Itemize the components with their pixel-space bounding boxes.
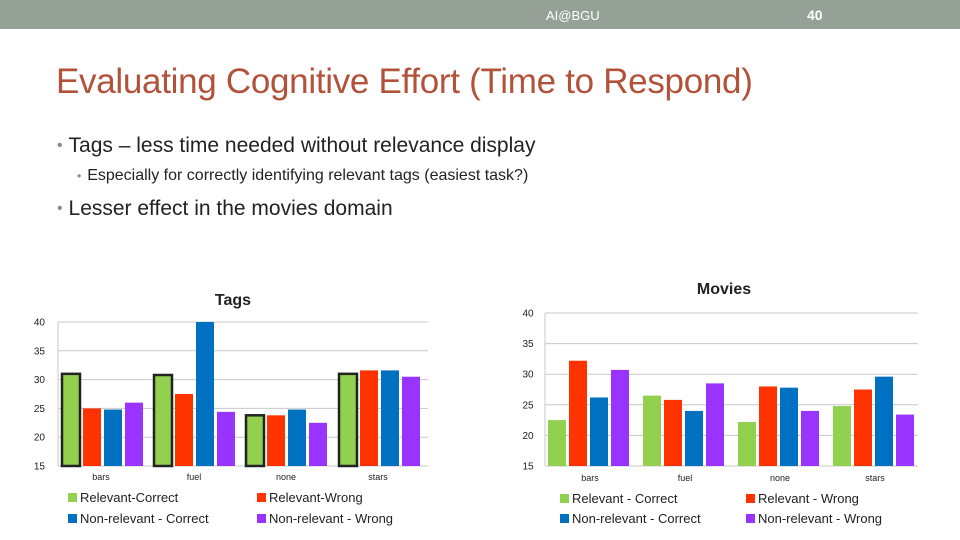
tags-category-label: bars	[92, 472, 110, 482]
tags-bar-stars-s3	[402, 376, 420, 466]
movies-bar-none-s2	[780, 387, 798, 466]
tags-legend-swatch	[68, 493, 77, 502]
tags-category-label: fuel	[187, 472, 202, 482]
movies-y-tick-label: 15	[522, 462, 534, 473]
movies-bar-none-s3	[801, 410, 819, 466]
tags-bar-bars-s2	[104, 409, 122, 466]
tags-bar-stars-s2	[381, 370, 399, 466]
movies-bar-bars-s1	[569, 360, 587, 466]
movies-bar-bars-s2	[590, 397, 608, 466]
tags-bar-stars-s0	[337, 372, 359, 468]
tags-bar-bars-s1	[83, 408, 101, 466]
tags-legend-label: Relevant-Correct	[80, 490, 179, 505]
movies-legend-swatch	[560, 494, 569, 503]
movies-y-tick-label: 40	[522, 309, 534, 320]
tags-bar-none-s0	[244, 414, 266, 468]
bullet-3-text: Lesser effect in the movies domain	[68, 197, 393, 220]
tags-chart-title: Tags	[215, 292, 251, 309]
movies-bar-bars-s0	[548, 420, 566, 466]
tags-legend-swatch	[257, 493, 266, 502]
tags-bar-bars-s0	[60, 372, 82, 468]
movies-category-label: none	[770, 473, 790, 483]
slide-title: Evaluating Cognitive Effort (Time to Res…	[56, 62, 753, 101]
tags-y-tick-label: 20	[34, 433, 46, 444]
movies-legend-label: Non-relevant - Wrong	[758, 511, 882, 526]
tags-legend-swatch	[257, 514, 266, 523]
tags-bar-stars-s1	[360, 370, 378, 466]
movies-bar-stars-s3	[896, 414, 914, 466]
tags-bar-fuel-s0	[152, 373, 174, 468]
movies-legend-label: Non-relevant - Correct	[572, 511, 701, 526]
header-bar: AI@BGU 40	[0, 0, 960, 29]
movies-bar-fuel-s0	[643, 395, 661, 466]
movies-bar-fuel-s3	[706, 383, 724, 466]
bullet-dot-icon: •	[57, 137, 63, 155]
bullet-1: • Tags – less time needed without relevan…	[57, 134, 535, 158]
tags-category-label: none	[276, 472, 296, 482]
movies-bar-none-s1	[759, 386, 777, 466]
movies-category-label: bars	[581, 473, 599, 483]
tags-y-tick-label: 25	[34, 404, 46, 415]
movies-y-tick-label: 20	[522, 431, 534, 442]
movies-y-tick-label: 30	[522, 370, 534, 381]
tags-y-tick-label: 35	[34, 346, 46, 357]
movies-bar-stars-s2	[875, 376, 893, 466]
movies-category-label: stars	[865, 473, 885, 483]
movies-legend-swatch	[746, 514, 755, 523]
movies-bar-bars-s3	[611, 369, 629, 466]
tags-legend-label: Relevant-Wrong	[269, 490, 363, 505]
movies-category-label: fuel	[678, 473, 693, 483]
bullet-2-text: Especially for correctly identifying rel…	[87, 167, 529, 184]
tags-y-tick-label: 40	[34, 318, 46, 329]
tags-y-tick-label: 30	[34, 375, 46, 386]
tags-bar-none-s1	[267, 415, 285, 466]
bullet-dot-icon: •	[57, 200, 63, 218]
tags-bar-fuel-s3	[217, 411, 235, 466]
movies-legend-label: Relevant - Correct	[572, 491, 678, 506]
movies-legend-label: Relevant - Wrong	[758, 491, 859, 506]
movies-bar-fuel-s1	[664, 399, 682, 466]
bullet-1-text: Tags – less time needed without relevanc…	[68, 134, 536, 157]
movies-y-tick-label: 25	[522, 400, 534, 411]
movies-y-tick-label: 35	[522, 339, 534, 350]
movies-bar-stars-s0	[833, 406, 851, 466]
bullet-dot-icon: •	[77, 168, 82, 183]
bullet-3: • Lesser effect in the movies domain	[57, 197, 393, 221]
tags-legend-swatch	[68, 514, 77, 523]
tags-bar-fuel-s2	[196, 322, 214, 466]
tags-bar-none-s3	[309, 422, 327, 466]
tags-legend-label: Non-relevant - Wrong	[269, 511, 393, 526]
movies-legend-swatch	[560, 514, 569, 523]
movies-bar-fuel-s2	[685, 410, 703, 466]
tags-legend-label: Non-relevant - Correct	[80, 511, 209, 526]
tags-category-label: stars	[368, 472, 388, 482]
movies-bar-none-s0	[738, 421, 756, 466]
movies-chart-title: Movies	[697, 281, 751, 298]
tags-bar-fuel-s1	[175, 394, 193, 466]
movies-bar-stars-s1	[854, 389, 872, 466]
movies-legend-swatch	[746, 494, 755, 503]
bullet-2: • Especially for correctly identifying re…	[77, 167, 528, 185]
site-name: AI@BGU	[546, 8, 600, 23]
page-number: 40	[807, 7, 823, 23]
tags-bar-bars-s3	[125, 402, 143, 466]
tags-bar-none-s2	[288, 409, 306, 466]
tags-y-tick-label: 15	[34, 462, 46, 473]
